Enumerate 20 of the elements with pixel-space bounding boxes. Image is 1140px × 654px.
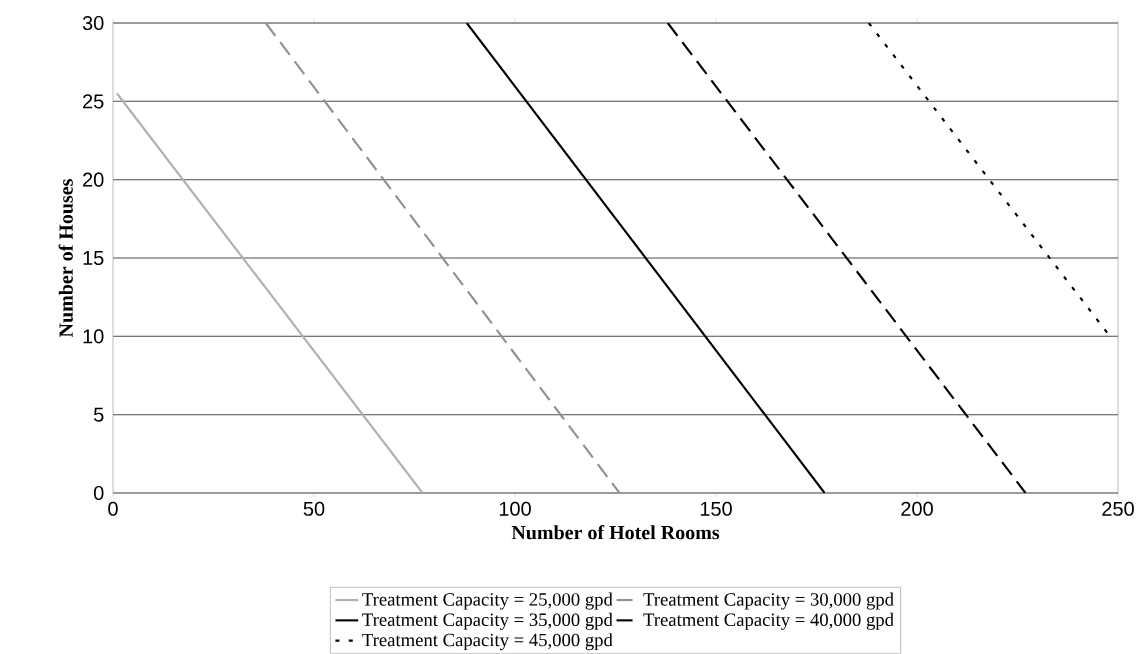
legend-label: Treatment Capacity = 40,000 gpd [643, 613, 894, 631]
y-tick-label: 5 [93, 407, 104, 422]
y-tick-label: 15 [83, 251, 104, 266]
legend-label: Treatment Capacity = 35,000 gpd [362, 613, 613, 631]
y-tick-label: 0 [93, 486, 104, 501]
x-tick-label: 50 [303, 501, 325, 517]
x-tick-label: 200 [901, 501, 933, 517]
x-axis-title: Number of Hotel Rooms [511, 525, 720, 540]
y-tick-label: 25 [83, 94, 104, 109]
legend-label: Treatment Capacity = 30,000 gpd [643, 592, 894, 610]
y-axis-title: Number of Houses [58, 179, 73, 338]
x-tick-label: 250 [1102, 501, 1134, 517]
x-tick-label: 150 [700, 501, 732, 517]
y-tick-label: 20 [83, 172, 104, 187]
y-tick-label: 10 [83, 329, 104, 344]
legend-label: Treatment Capacity = 25,000 gpd [362, 592, 613, 610]
y-tick-label: 30 [82, 16, 104, 31]
x-tick-label: 0 [108, 501, 118, 517]
x-tick-label: 100 [499, 501, 531, 517]
legend-label: Treatment Capacity = 45,000 gpd [362, 633, 613, 651]
